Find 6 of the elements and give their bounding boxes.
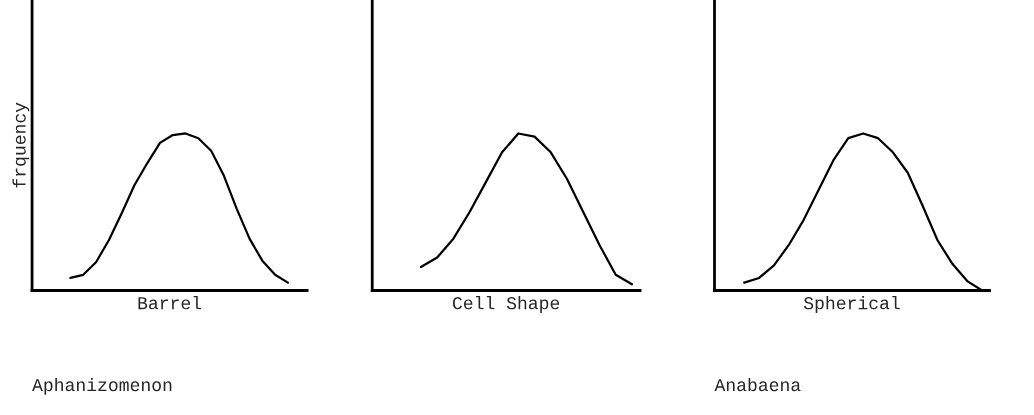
x-axis-title: Barrel (138, 296, 202, 310)
text: Anabaena (714, 377, 801, 392)
text: Aphanizomenon (32, 377, 172, 395)
y-axis-title: frquency (12, 102, 30, 188)
x-axis-title: Spherical (803, 296, 900, 313)
x-axis-title: Cell Shape (452, 296, 560, 313)
